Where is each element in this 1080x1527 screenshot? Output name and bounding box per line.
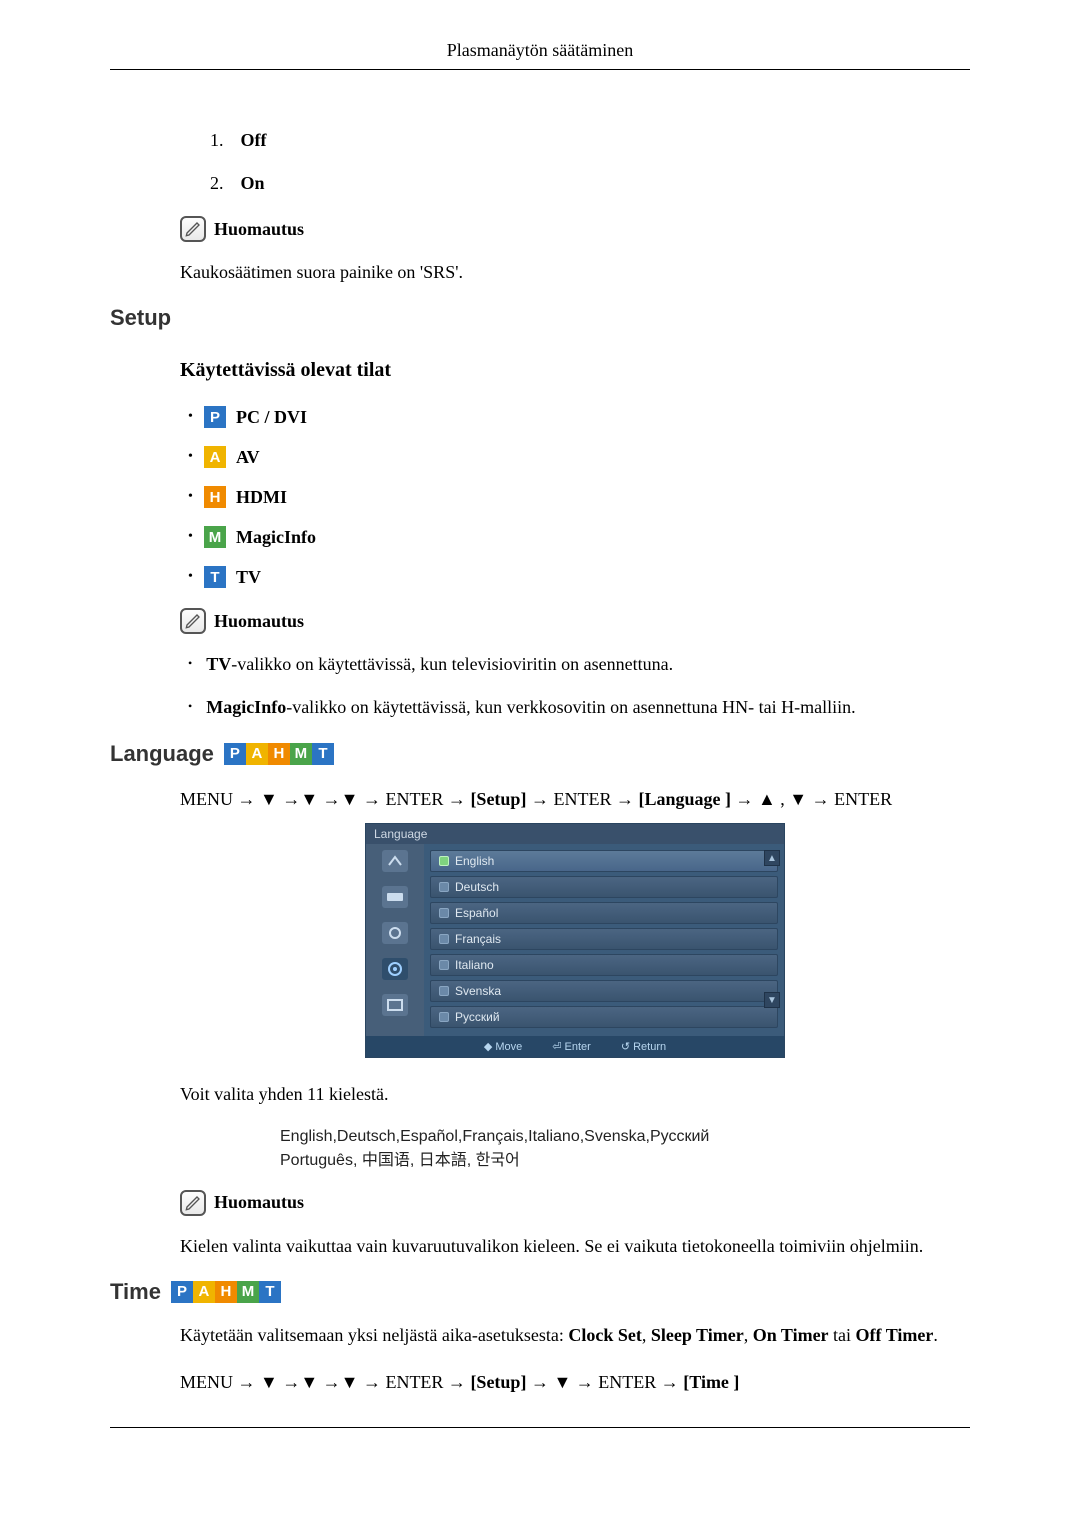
menu-path-language: MENU → ▼ →▼ →▼ → ENTER → [Setup] → ENTER… [180,785,970,814]
radio-icon [439,1012,449,1022]
radio-icon [439,986,449,996]
note-icon [180,608,206,634]
language-heading: Language [110,741,214,767]
mode-label: PC / DVI [236,407,307,428]
mode-item: • A AV [180,446,970,468]
header-title: Plasmanäytön säätäminen [447,40,633,60]
note-row-3: Huomautus [180,1190,970,1216]
option-list: 1. Off 2. On [180,70,970,194]
mode-badge-icon: A [246,743,268,765]
osd-language-menu: Language ▲ ▼ English Deutsch Español França… [365,823,785,1058]
osd-sidebar [366,844,424,1036]
language-note-text: Kielen valinta vaikuttaa vain kuvaruutuv… [180,1234,970,1259]
scroll-up-icon[interactable]: ▲ [764,850,780,866]
mode-badge-icon: A [193,1281,215,1303]
list-item: • TV-valikko on käytettävissä, kun telev… [180,652,970,677]
mode-badge-icon: T [312,743,334,765]
mode-badge-icon: P [171,1281,193,1303]
osd-tab-icon[interactable] [382,850,408,872]
osd-language-option[interactable]: Русский [430,1006,778,1028]
osd-tab-icon[interactable] [382,994,408,1016]
mode-badge-icon: A [204,446,226,468]
time-description: Käytetään valitsemaan yksi neljästä aika… [180,1323,970,1348]
note-row-2: Huomautus [180,608,970,634]
mode-badge-icon: M [290,743,312,765]
note-label: Huomautus [214,611,304,632]
scroll-down-icon[interactable]: ▼ [764,992,780,1008]
radio-icon [439,934,449,944]
mode-label: HDMI [236,487,287,508]
osd-main: ▲ ▼ English Deutsch Español Français Italian… [424,844,784,1036]
mode-item: • M MagicInfo [180,526,970,548]
osd-footer: ◆ Move ⏎ Enter ↺ Return [366,1036,784,1057]
badge-strip: PAHMT [224,743,334,765]
note-row: Huomautus [180,216,970,242]
mode-badge-icon: M [204,526,226,548]
mode-list: • P PC / DVI • A AV • H HDMI • M MagicInfo •… [180,406,970,588]
mode-label: AV [236,447,260,468]
osd-language-option[interactable]: Deutsch [430,876,778,898]
mode-badge-icon: H [204,486,226,508]
language-intro: Voit valita yhden 11 kielestä. [180,1082,970,1107]
page-header: Plasmanäytön säätäminen [110,40,970,70]
osd-language-option[interactable]: Italiano [430,954,778,976]
mode-item: • H HDMI [180,486,970,508]
menu-path-time: MENU → ▼ →▼ →▼ → ENTER → [Setup] → ▼ → E… [180,1368,970,1397]
osd-language-option[interactable]: English [430,850,778,872]
osd-foot-return: ↺ Return [621,1040,666,1053]
option-off: 1. Off [180,130,970,151]
mode-item: • T TV [180,566,970,588]
mode-label: TV [236,567,261,588]
setup-notes: • TV-valikko on käytettävissä, kun telev… [180,652,970,720]
osd-tab-icon[interactable] [382,886,408,908]
osd-foot-move: ◆ Move [484,1040,522,1053]
note-label: Huomautus [214,219,304,240]
mode-badge-icon: H [268,743,290,765]
note-icon [180,216,206,242]
radio-icon [439,908,449,918]
note-label: Huomautus [214,1192,304,1213]
mode-item: • P PC / DVI [180,406,970,428]
list-item: • MagicInfo-valikko on käytettävissä, ku… [180,695,970,720]
time-heading: Time [110,1279,161,1305]
mode-badge-icon: H [215,1281,237,1303]
osd-language-option[interactable]: Español [430,902,778,924]
setup-heading: Setup [110,305,970,331]
osd-title: Language [366,824,784,844]
osd-tab-icon[interactable] [382,958,408,980]
mode-badge-icon: P [204,406,226,428]
mode-badge-icon: T [204,566,226,588]
option-on: 2. On [180,173,970,194]
radio-icon [439,882,449,892]
osd-foot-enter: ⏎ Enter [552,1040,591,1053]
mode-badge-icon: P [224,743,246,765]
mode-label: MagicInfo [236,527,316,548]
time-heading-row: Time PAHMT [110,1279,970,1305]
mode-badge-icon: T [259,1281,281,1303]
osd-tab-icon[interactable] [382,922,408,944]
badge-strip: PAHMT [171,1281,281,1303]
note-text: Kaukosäätimen suora painike on 'SRS'. [180,260,970,285]
modes-heading: Käytettävissä olevat tilat [180,359,970,382]
radio-icon [439,960,449,970]
language-heading-row: Language PAHMT [110,741,970,767]
note-icon [180,1190,206,1216]
language-list-graphic: English,Deutsch,Español,Français,Italian… [280,1128,970,1170]
mode-badge-icon: M [237,1281,259,1303]
osd-language-option[interactable]: Svenska [430,980,778,1002]
radio-icon [439,856,449,866]
osd-language-option[interactable]: Français [430,928,778,950]
